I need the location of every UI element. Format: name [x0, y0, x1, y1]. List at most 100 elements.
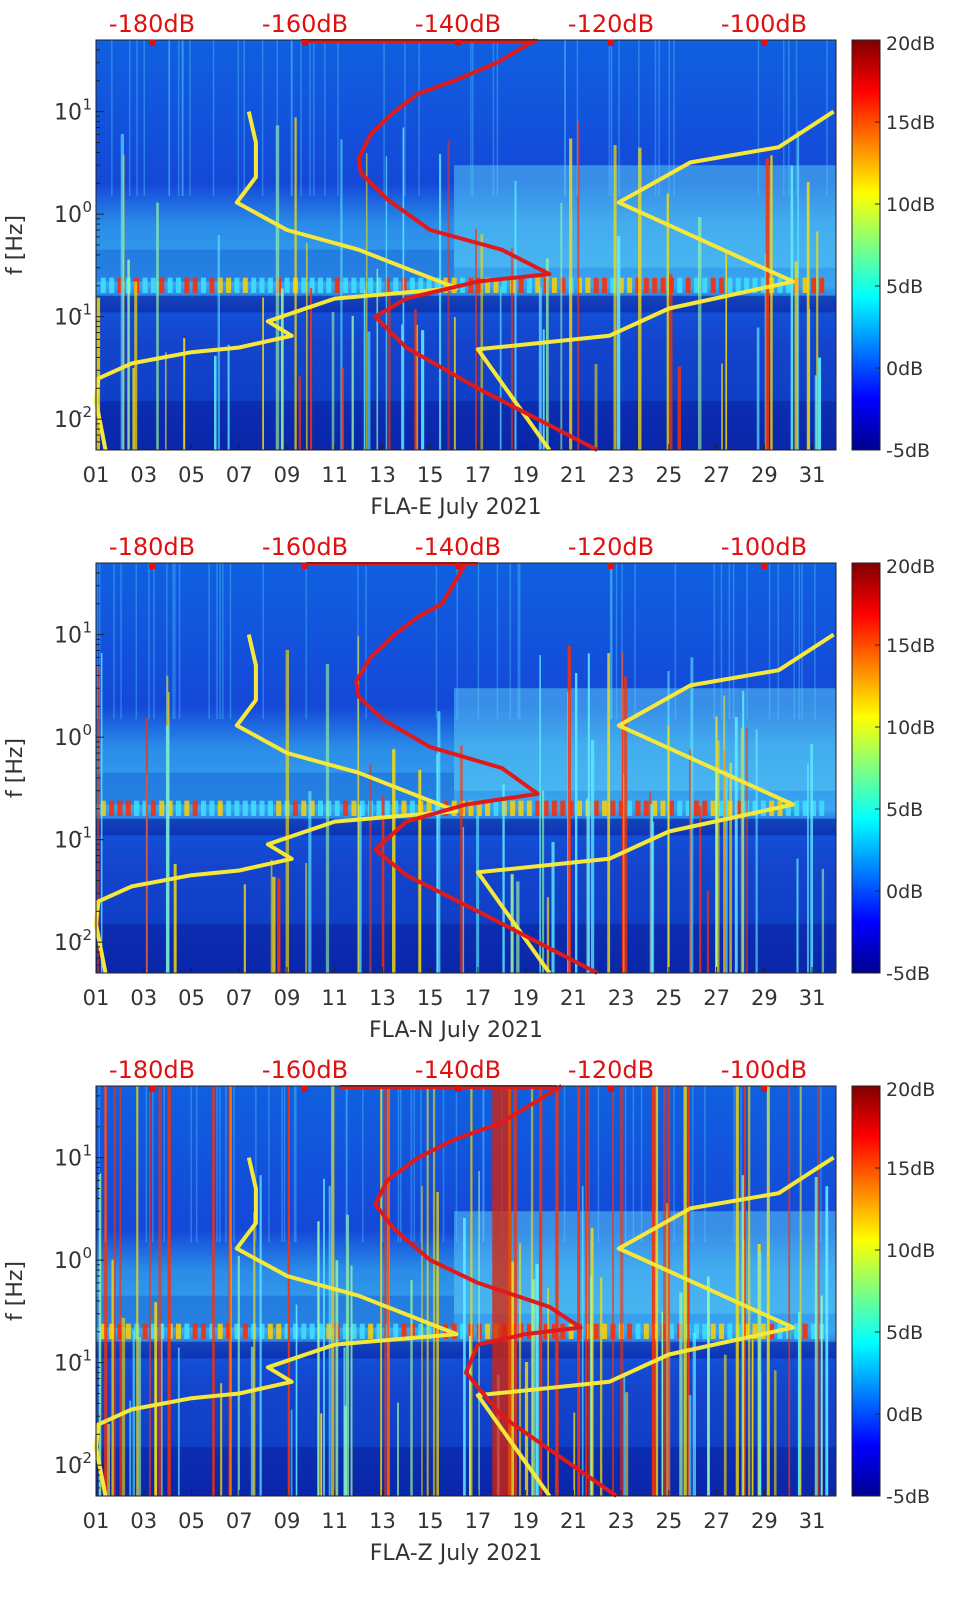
transient-streak: [751, 1339, 754, 1496]
transient-streak: [597, 1086, 600, 1243]
transient-streak: [397, 1402, 399, 1496]
transient-streak: [541, 790, 545, 973]
transient-streak: [649, 791, 652, 973]
transient-streak: [689, 749, 692, 973]
transient-streak: [229, 563, 232, 720]
transient-streak: [524, 1361, 529, 1496]
colorbar: 20dB 15dB 10dB 5dB 0dB -5dB: [851, 1079, 935, 1508]
x-tick-label: 21: [560, 463, 587, 487]
hot-band-cell: [234, 800, 240, 817]
transient-streak: [145, 1086, 148, 1243]
x-tick-label: 27: [703, 986, 730, 1010]
hot-band-cell: [175, 1323, 181, 1340]
transient-streak: [655, 1086, 659, 1496]
hot-band-cell: [560, 800, 566, 817]
transient-streak: [801, 563, 803, 720]
transient-streak: [181, 40, 184, 197]
colorbar: 20dB 15dB 10dB 5dB 0dB -5dB: [851, 33, 935, 462]
transient-streak: [821, 868, 825, 973]
x-tick-label: 05: [178, 463, 205, 487]
transient-streak: [343, 1347, 346, 1496]
transient-streak: [621, 563, 623, 720]
noise-model-yellow-curve: [475, 109, 835, 452]
transient-streak: [415, 324, 419, 450]
transient-streak: [216, 1086, 218, 1243]
hot-band-cell: [485, 277, 491, 294]
x-tick-label: 25: [656, 1509, 683, 1533]
transient-streak: [413, 1086, 415, 1243]
hot-band-cell: [376, 800, 382, 817]
transient-streak: [817, 357, 822, 450]
transient-streak: [796, 858, 799, 973]
hot-band-cell: [184, 800, 190, 817]
top-db-axis: -180dB -160dB -140dB -120dB -100dB: [109, 533, 807, 569]
top-db-tick-label: -140dB: [415, 1056, 501, 1084]
x-tick-label: 17: [465, 463, 492, 487]
y-tick-label: 10: [54, 1454, 82, 1479]
transient-streak: [768, 1086, 770, 1243]
hot-band-cell: [543, 800, 549, 817]
transient-streak: [119, 1086, 122, 1496]
hot-band-cell: [593, 277, 599, 294]
transient-streak: [673, 40, 675, 197]
transient-streak: [514, 180, 517, 450]
transient-streak: [350, 1265, 353, 1496]
transient-streak: [748, 1086, 751, 1496]
transient-streak: [291, 40, 293, 197]
transient-streak: [608, 40, 611, 197]
transient-streak: [607, 653, 611, 973]
hot-band-cell: [209, 1323, 215, 1340]
transient-streak: [669, 274, 673, 450]
transient-streak: [793, 563, 796, 720]
x-tick-label: 11: [321, 463, 348, 487]
transient-streak: [414, 309, 417, 450]
transient-streak: [120, 134, 124, 451]
top-db-tick-mark: [608, 40, 614, 46]
transient-streak: [104, 1086, 108, 1496]
colorbar-tick-label: -5dB: [886, 440, 930, 462]
transient-streak: [113, 1086, 116, 1496]
transient-streak: [770, 155, 773, 450]
x-tick-label: 11: [321, 1509, 348, 1533]
transient-streak: [795, 40, 798, 197]
y-tick-exponent: 1: [82, 1142, 92, 1160]
hot-band-cell: [318, 800, 323, 817]
x-tick-label: 09: [274, 1509, 301, 1533]
transient-streak: [177, 40, 180, 197]
transient-streak: [615, 563, 618, 720]
transient-streak: [237, 40, 240, 197]
top-db-axis: -180dB -160dB -140dB -120dB -100dB: [109, 1056, 807, 1092]
transient-streak: [255, 1086, 257, 1243]
x-axis-label: FLA-Z July 2021: [370, 1541, 543, 1566]
noise-model-red-curve: [356, 38, 599, 452]
transient-streak: [723, 1354, 727, 1496]
transient-streak: [513, 1086, 518, 1496]
transient-streak: [268, 1086, 270, 1243]
transient-streak: [262, 297, 264, 450]
hot-band-cell: [652, 800, 658, 817]
hot-band-cell: [635, 277, 641, 294]
hot-band-cell: [485, 1323, 491, 1340]
transient-streak: [539, 1086, 543, 1496]
hot-band-cell: [627, 800, 633, 817]
spectrogram-panel: 10-210-110 010 1f [Hz]01 03 05 07 09 11 13 15 17 19…: [3, 10, 935, 520]
transient-streak: [814, 563, 816, 720]
x-tick-label: 13: [369, 463, 396, 487]
transient-streak: [363, 289, 366, 450]
y-tick-exponent: -1: [77, 824, 92, 842]
transient-streak: [814, 375, 818, 450]
x-tick-label: 07: [226, 1509, 253, 1533]
hot-band-cell: [301, 277, 307, 294]
transient-streak: [468, 1335, 471, 1496]
y-axis-label: f [Hz]: [3, 738, 28, 798]
transient-streak: [517, 563, 520, 720]
hot-band-cell: [485, 800, 491, 817]
x-axis-label: FLA-E July 2021: [370, 495, 541, 520]
hot-band-cell: [710, 1323, 716, 1340]
transient-streak: [758, 1251, 762, 1496]
transient-streak: [674, 563, 677, 720]
x-tick-label: 27: [703, 463, 730, 487]
hot-band-cell: [802, 277, 808, 294]
hot-band-cell: [693, 800, 699, 817]
hot-band-cell: [318, 1323, 323, 1340]
